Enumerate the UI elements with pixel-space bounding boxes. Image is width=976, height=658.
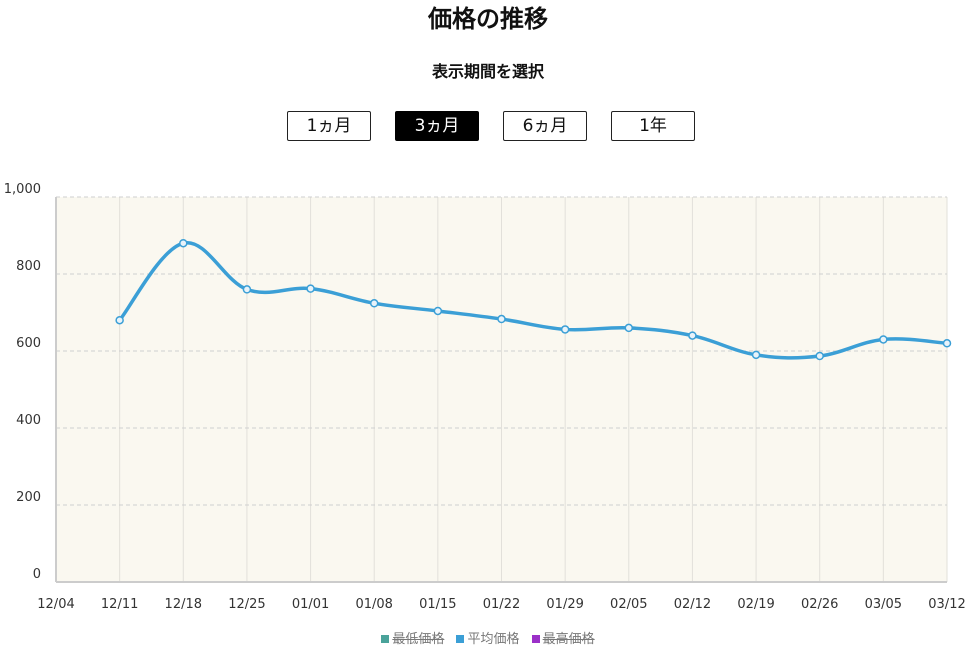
legend-label-min-price: 最低価格 (392, 632, 445, 647)
data-point[interactable] (879, 335, 888, 344)
x-tick-label: 12/25 (228, 597, 265, 612)
chart-legend: 最低価格 平均価格 最高価格 (0, 628, 976, 647)
x-tick-label: 02/26 (801, 597, 838, 612)
legend-item-max-price[interactable]: 最高価格 (531, 628, 595, 647)
data-point[interactable] (242, 285, 252, 294)
x-tick-label: 12/04 (37, 597, 74, 612)
x-tick-label: 01/29 (546, 597, 583, 612)
y-tick-label: 1,000 (4, 182, 41, 197)
x-tick-label: 12/11 (101, 597, 138, 612)
data-point[interactable] (433, 306, 443, 316)
page-title: 価格の推移 (428, 5, 548, 33)
data-point[interactable] (306, 284, 315, 293)
x-tick-label: 02/05 (610, 597, 647, 612)
y-tick-label: 0 (33, 567, 41, 582)
price-line-chart: 0 200 400 600 800 1,000 12/04 12/11 12/18 12/25 01… (4, 182, 966, 612)
legend-swatch-min-price (381, 635, 390, 643)
legend-swatch-avg-price (456, 635, 465, 643)
y-tick-label: 800 (16, 259, 41, 274)
legend-item-min-price[interactable]: 最低価格 (381, 628, 444, 647)
x-tick-label: 02/12 (674, 597, 711, 612)
y-tick-label: 200 (16, 490, 41, 505)
period-selector: 1ヵ月 3ヵ月 6ヵ月 1年 (0, 111, 976, 141)
x-tick-label: 01/08 (355, 597, 392, 612)
legend-label-max-price: 最高価格 (542, 632, 595, 647)
x-tick-label: 12/18 (165, 597, 202, 612)
period-button-3-months[interactable]: 3ヵ月 (395, 111, 479, 141)
data-point[interactable] (179, 238, 188, 248)
data-point[interactable] (688, 331, 697, 340)
y-tick-label: 600 (16, 336, 41, 351)
x-tick-label: 01/01 (292, 597, 329, 612)
data-point[interactable] (942, 339, 952, 348)
x-tick-label: 01/15 (419, 597, 456, 612)
data-point[interactable] (624, 323, 634, 333)
period-button-1-year[interactable]: 1年 (611, 111, 695, 141)
x-tick-label: 03/05 (865, 597, 902, 612)
period-button-6-months[interactable]: 6ヵ月 (503, 111, 587, 141)
data-point[interactable] (815, 351, 824, 361)
legend-swatch-max-price (531, 635, 540, 643)
data-point[interactable] (560, 325, 570, 334)
data-point[interactable] (497, 314, 506, 324)
x-tick-label: 02/19 (737, 597, 774, 612)
data-point[interactable] (115, 315, 124, 325)
x-tick-label: 03/12 (928, 597, 965, 612)
legend-item-avg-price[interactable]: 平均価格 (456, 628, 520, 647)
legend-label-avg-price: 平均価格 (467, 632, 520, 647)
data-point[interactable] (369, 299, 379, 308)
x-tick-label: 01/22 (483, 597, 520, 612)
y-tick-label: 400 (16, 413, 41, 428)
data-point[interactable] (751, 350, 761, 360)
period-button-1-month[interactable]: 1ヵ月 (287, 111, 371, 141)
period-selector-label: 表示期間を選択 (431, 62, 544, 81)
